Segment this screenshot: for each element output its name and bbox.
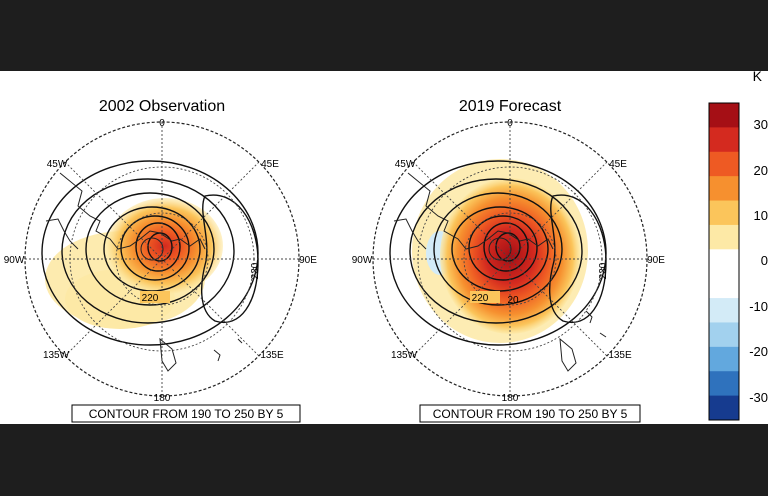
contour-label: 230 (250, 262, 261, 279)
lon-label-90w: 90W (352, 255, 373, 266)
colorbar-swatch (709, 249, 739, 275)
coastlines (45, 172, 243, 372)
colorbar-tick: 10 (754, 208, 768, 223)
map-title: 2002 Observation (99, 98, 225, 115)
lon-label-45e: 45E (261, 159, 279, 170)
map-boundary (372, 121, 648, 397)
contour-label-bg (470, 291, 500, 303)
colorbar-swatch (709, 322, 739, 348)
colorbar-tick: -20 (749, 344, 768, 359)
colorbar-tick: 30 (754, 117, 768, 132)
map-2019-forecast: 2019 Forecast (352, 98, 665, 423)
map-2002-observation: 2002 Observation (4, 98, 317, 423)
lon-label-45w: 45W (395, 159, 416, 170)
colorbar-swatch (709, 103, 739, 128)
lon-label-135w: 135W (43, 350, 70, 361)
lon-label-0: 0 (507, 118, 513, 129)
lon-label-90w: 90W (4, 255, 25, 266)
coastlines (393, 172, 607, 372)
contour-caption-box (71, 404, 301, 423)
lon-label-45w: 45W (47, 159, 68, 170)
colorbar-tick: 20 (754, 163, 768, 178)
contour-label-bg (140, 291, 170, 303)
colorbar-swatch (709, 273, 739, 299)
colorbar-swatch (709, 346, 739, 372)
lon-label-135e: 135E (260, 350, 284, 361)
lon-label-90e: 90E (299, 255, 317, 266)
colorbar-tick: -10 (749, 299, 768, 314)
lon-label-135e: 135E (608, 350, 632, 361)
contour-caption-box (419, 404, 641, 423)
colorbar-tick: -30 (749, 390, 768, 405)
colorbar-swatch (709, 298, 739, 323)
colorbar-swatch (709, 395, 739, 421)
map-boundary (24, 121, 300, 397)
lon-label-0: 0 (159, 118, 165, 129)
colorbar: K 30 20 10 0 -10 -20 -30 (708, 71, 768, 421)
contour-label: 220 (142, 293, 159, 304)
lon-label-180: 180 (154, 393, 171, 404)
graticule (25, 122, 299, 396)
contour-caption: CONTOUR FROM 190 TO 250 BY 5 (433, 407, 628, 421)
colorbar-swatch (709, 176, 739, 202)
colorbar-tick: 0 (761, 253, 768, 268)
contour-label: 230 (598, 262, 609, 279)
colorbar-swatch (709, 200, 739, 226)
contour-caption: CONTOUR FROM 190 TO 250 BY 5 (89, 407, 284, 421)
lon-label-135w: 135W (391, 350, 418, 361)
figure-panel: 2002 Observation (0, 71, 768, 424)
colorbar-swatches (709, 103, 739, 421)
colorbar-frame (708, 102, 740, 421)
map-title: 2019 Forecast (459, 98, 562, 115)
graticule (373, 122, 647, 396)
colorbar-unit: K (753, 71, 763, 84)
lon-label-180: 180 (502, 393, 519, 404)
figure-svg: 2002 Observation (4, 71, 768, 423)
colorbar-swatch (709, 127, 739, 153)
colorbar-swatch (709, 151, 739, 177)
contour-label: 220 (472, 293, 489, 304)
contour-label: 20 (507, 295, 519, 306)
colorbar-swatch (709, 371, 739, 397)
lon-label-90e: 90E (647, 255, 665, 266)
colorbar-swatch (709, 224, 739, 250)
lon-label-45e: 45E (609, 159, 627, 170)
